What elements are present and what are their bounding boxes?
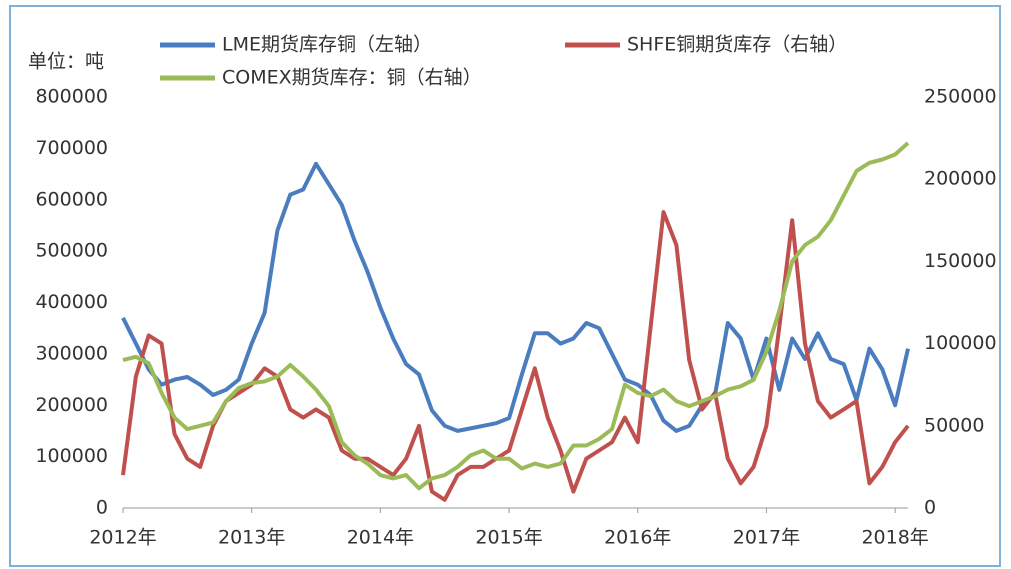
y2-tick-label: 0 bbox=[924, 497, 936, 519]
x-tick-label: 2014年 bbox=[347, 527, 414, 549]
y2-tick-label: 200000 bbox=[924, 168, 997, 190]
y2-tick-label: 250000 bbox=[924, 86, 997, 108]
unit-label: 单位：吨 bbox=[28, 51, 104, 73]
y2-tick-label: 50000 bbox=[924, 414, 984, 436]
series-line bbox=[121, 161, 910, 433]
y-tick-label: 300000 bbox=[35, 342, 108, 364]
y-tick-label: 500000 bbox=[35, 240, 108, 262]
y-tick-label: 200000 bbox=[35, 394, 108, 416]
y-tick-label: 600000 bbox=[35, 188, 108, 210]
series-line bbox=[122, 141, 910, 491]
y-tick-label: 0 bbox=[96, 497, 108, 519]
legend-label: LME期货库存铜（左轴） bbox=[222, 34, 432, 56]
x-tick-label: 2015年 bbox=[475, 527, 542, 549]
frame bbox=[9, 5, 1001, 567]
legend-label: SHFE铜期货库存（右轴） bbox=[627, 34, 847, 56]
y2-tick-label: 100000 bbox=[924, 332, 997, 354]
x-tick-label: 2018年 bbox=[861, 527, 928, 549]
x-tick-label: 2012年 bbox=[89, 527, 156, 549]
legend-label: COMEX期货库存：铜（右轴） bbox=[222, 67, 482, 89]
y-tick-label: 400000 bbox=[35, 291, 108, 313]
x-tick-label: 2016年 bbox=[604, 527, 671, 549]
x-tick-label: 2017年 bbox=[733, 527, 800, 549]
y-tick-label: 800000 bbox=[35, 86, 108, 108]
y-tick-label: 700000 bbox=[35, 137, 108, 159]
y2-tick-label: 150000 bbox=[924, 250, 997, 272]
x-tick-label: 2013年 bbox=[218, 527, 285, 549]
y-tick-label: 100000 bbox=[35, 445, 108, 467]
